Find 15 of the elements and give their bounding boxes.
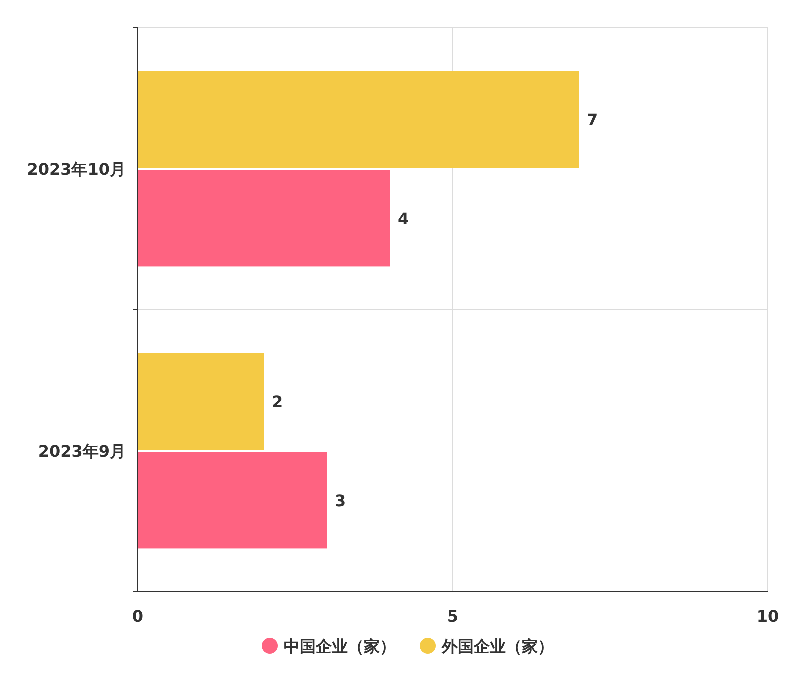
x-tick-label: 0 [132, 607, 144, 626]
bar [138, 452, 327, 549]
bar [138, 170, 390, 267]
bar [138, 353, 264, 450]
x-tick-label: 5 [447, 607, 459, 626]
data-label: 3 [335, 491, 346, 510]
data-label: 4 [398, 209, 410, 228]
y-tick-label: 2023年9月 [38, 442, 126, 461]
x-tick-label: 10 [756, 607, 780, 626]
legend-label: 外国企业（家） [441, 637, 554, 656]
data-label: 2 [272, 392, 284, 412]
data-label: 7 [587, 110, 598, 130]
bar [138, 71, 579, 168]
legend-label: 中国企业（家） [284, 637, 396, 656]
y-tick-label: 2023年10月 [27, 160, 126, 179]
